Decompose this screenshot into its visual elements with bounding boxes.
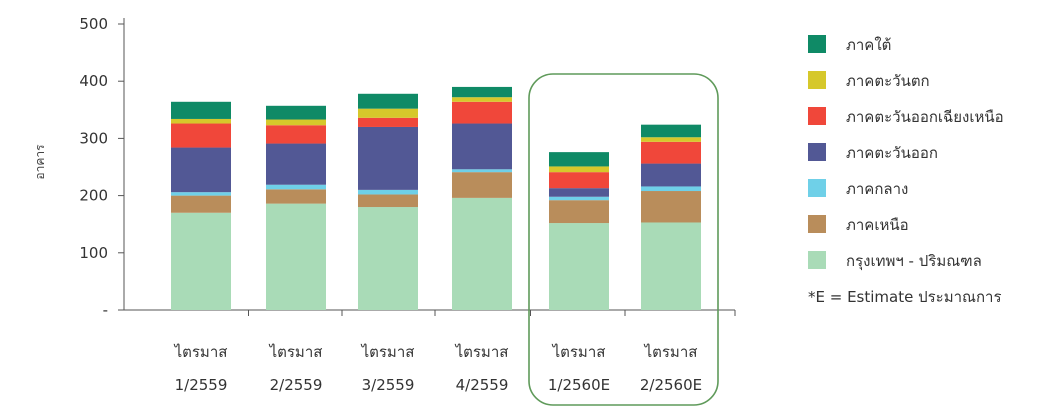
legend-label: ภาคตะวันตก <box>846 72 930 90</box>
x-tick-label: 4/2559 <box>456 376 509 394</box>
bar-segment <box>171 192 231 196</box>
x-tick-label: ไตรมาส <box>361 343 415 361</box>
bar-segment <box>358 117 418 127</box>
x-tick-label: 2/2559 <box>270 376 323 394</box>
x-tick-label: 2/2560E <box>640 376 702 394</box>
bar-segment <box>452 123 512 170</box>
legend-swatch <box>808 107 826 125</box>
x-tick-label: ไตรมาส <box>644 343 698 361</box>
legend-swatch <box>808 215 826 233</box>
x-tick-label: ไตรมาส <box>174 343 228 361</box>
y-tick-label: 300 <box>79 129 108 147</box>
bar-segment <box>266 203 326 310</box>
y-tick-label: 200 <box>79 187 108 205</box>
bar-segment <box>452 172 512 198</box>
legend-swatch <box>808 71 826 89</box>
bar-segment <box>641 186 701 192</box>
legend-swatch <box>808 143 826 161</box>
x-tick-label: ไตรมาส <box>269 343 323 361</box>
bar-segment <box>358 189 418 195</box>
legend-label: กรุงเทพฯ - ปริมณฑล <box>846 252 982 271</box>
bar-segment <box>641 137 701 142</box>
bar-segment <box>266 189 326 204</box>
x-tick-label: 1/2560E <box>548 376 610 394</box>
bar-segment <box>549 166 609 173</box>
bar-segment <box>171 101 231 119</box>
bar-segment <box>171 195 231 213</box>
bar-segment <box>358 126 418 190</box>
bar-segment <box>358 207 418 310</box>
x-tick-label: 1/2559 <box>175 376 228 394</box>
y-tick-label: 100 <box>79 244 108 262</box>
legend-label: ภาคตะวันออกเฉียงเหนือ <box>846 108 1004 126</box>
legend-label: ภาคตะวันออก <box>846 144 938 162</box>
bar-segment <box>358 93 418 109</box>
bar-segment <box>641 124 701 138</box>
bar-segment <box>452 97 512 102</box>
bar-segment <box>266 184 326 190</box>
bar-segment <box>358 194 418 208</box>
bar-segment <box>641 163 701 187</box>
bar-segment <box>171 123 231 148</box>
bar-segment <box>171 118 231 124</box>
bar-segment <box>452 197 512 310</box>
y-tick-label: - <box>103 301 108 319</box>
legend-label: ภาคใต้ <box>846 36 891 54</box>
bar-segment <box>549 172 609 189</box>
y-axis-label: อาคาร <box>33 144 47 180</box>
bar-segment <box>549 196 609 201</box>
legend-swatch <box>808 179 826 197</box>
bar-segment <box>452 169 512 173</box>
estimate-highlight-box <box>528 73 719 406</box>
bar-segment <box>266 119 326 126</box>
bar-segment <box>549 200 609 224</box>
bar-segment <box>171 212 231 310</box>
y-tick-label: 400 <box>79 72 108 90</box>
legend-label: ภาคเหนือ <box>846 216 909 234</box>
bar-segment <box>358 108 418 118</box>
bar-segment <box>641 222 701 310</box>
x-tick-label: ไตรมาส <box>552 343 606 361</box>
bar-segment <box>452 86 512 98</box>
bar-segment <box>452 101 512 124</box>
legend-swatch <box>808 251 826 269</box>
x-tick-label: ไตรมาส <box>455 343 509 361</box>
bar-segment <box>641 191 701 223</box>
legend-swatch <box>808 35 826 53</box>
x-tick-label: 3/2559 <box>362 376 415 394</box>
bar-segment <box>549 152 609 167</box>
y-tick-label: 500 <box>79 15 108 33</box>
estimate-note: *E = Estimate ประมาณการ <box>808 288 1002 306</box>
bar-segment <box>266 143 326 185</box>
bar-segment <box>549 223 609 310</box>
bar-segment <box>266 125 326 144</box>
bar-segment <box>549 188 609 197</box>
bar-segment <box>171 147 231 193</box>
bar-segment <box>266 105 326 120</box>
bar-segment <box>641 141 701 164</box>
legend-label: ภาคกลาง <box>846 180 908 198</box>
